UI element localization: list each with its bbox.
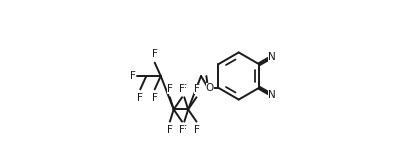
Text: F: F: [152, 49, 158, 59]
Text: F: F: [152, 93, 158, 103]
Text: F: F: [137, 93, 143, 103]
Text: F: F: [194, 84, 200, 94]
Text: F: F: [194, 125, 200, 135]
Text: N: N: [268, 90, 276, 100]
Text: N: N: [268, 52, 276, 62]
Text: F: F: [130, 71, 135, 81]
Text: F: F: [181, 84, 187, 94]
Text: O: O: [206, 83, 214, 93]
Text: F: F: [167, 125, 173, 135]
Text: F: F: [179, 84, 185, 94]
Text: F: F: [181, 125, 187, 135]
Text: F: F: [179, 125, 185, 135]
Text: F: F: [167, 84, 173, 94]
